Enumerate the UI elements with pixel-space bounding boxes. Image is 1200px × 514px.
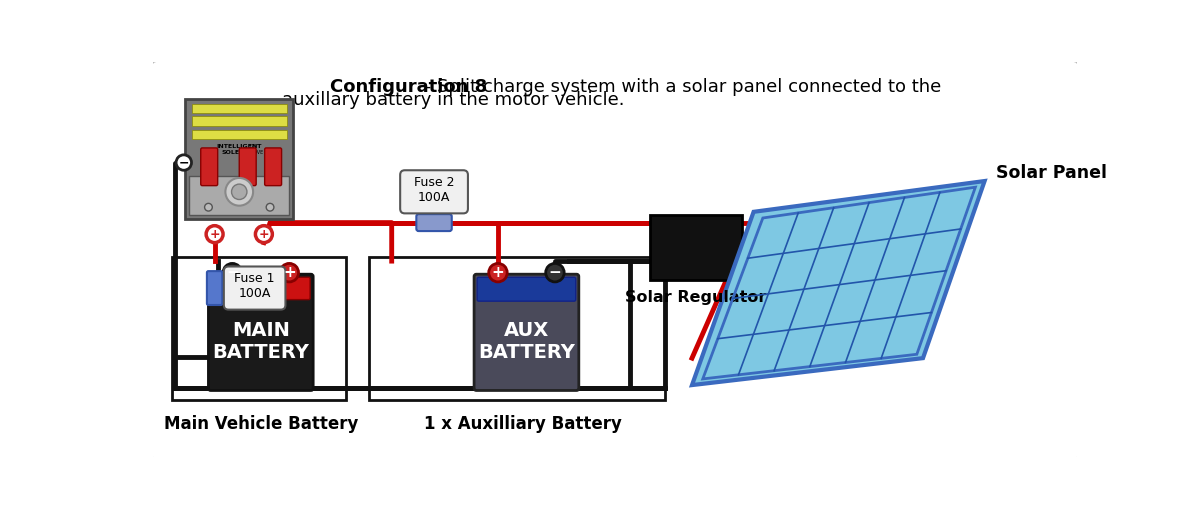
Text: +: +	[209, 228, 220, 241]
Text: Fuse 1
100A: Fuse 1 100A	[234, 272, 275, 300]
Circle shape	[546, 263, 564, 282]
FancyBboxPatch shape	[206, 271, 222, 305]
Circle shape	[256, 226, 272, 243]
Text: MAIN
BATTERY: MAIN BATTERY	[212, 321, 310, 362]
Polygon shape	[692, 181, 985, 385]
Text: AUX
BATTERY: AUX BATTERY	[478, 321, 575, 362]
FancyBboxPatch shape	[239, 148, 256, 186]
Text: - Split charge system with a solar panel connected to the: - Split charge system with a solar panel…	[419, 78, 941, 96]
FancyBboxPatch shape	[474, 274, 578, 391]
FancyBboxPatch shape	[416, 214, 451, 231]
FancyBboxPatch shape	[478, 277, 576, 301]
Text: 1 x Auxilliary Battery: 1 x Auxilliary Battery	[424, 415, 622, 433]
Text: +: +	[258, 228, 269, 241]
Circle shape	[232, 184, 247, 199]
Text: −: −	[548, 265, 562, 280]
FancyBboxPatch shape	[192, 130, 287, 139]
Circle shape	[226, 178, 253, 206]
Text: Main Vehicle Battery: Main Vehicle Battery	[163, 415, 358, 433]
Text: −: −	[226, 265, 239, 280]
Text: 12V
POSITIVE: 12V POSITIVE	[242, 144, 264, 155]
FancyBboxPatch shape	[265, 148, 282, 186]
Text: INTELLIGENT
SOLENOID: INTELLIGENT SOLENOID	[216, 144, 262, 155]
Text: +: +	[492, 265, 504, 280]
FancyBboxPatch shape	[200, 148, 217, 186]
FancyBboxPatch shape	[224, 266, 286, 309]
FancyBboxPatch shape	[190, 176, 289, 215]
Text: Fuse 2
100A: Fuse 2 100A	[414, 176, 455, 204]
FancyBboxPatch shape	[192, 104, 287, 113]
Circle shape	[206, 226, 223, 243]
Text: Configuration 8: Configuration 8	[330, 78, 487, 96]
Text: Solar Panel: Solar Panel	[996, 163, 1108, 181]
FancyBboxPatch shape	[192, 116, 287, 125]
FancyBboxPatch shape	[649, 215, 742, 280]
Circle shape	[488, 263, 508, 282]
FancyBboxPatch shape	[209, 274, 313, 391]
Circle shape	[176, 155, 192, 170]
Circle shape	[280, 263, 299, 282]
FancyBboxPatch shape	[400, 170, 468, 213]
Circle shape	[223, 263, 241, 282]
FancyBboxPatch shape	[150, 60, 1080, 461]
FancyBboxPatch shape	[185, 99, 293, 219]
Circle shape	[266, 204, 274, 211]
Text: auxillary battery in the motor vehicle.: auxillary battery in the motor vehicle.	[282, 91, 624, 109]
Text: +: +	[283, 265, 295, 280]
Text: −: −	[179, 156, 190, 169]
Text: Solar Regulator: Solar Regulator	[625, 289, 767, 305]
FancyBboxPatch shape	[211, 277, 310, 300]
Circle shape	[204, 204, 212, 211]
